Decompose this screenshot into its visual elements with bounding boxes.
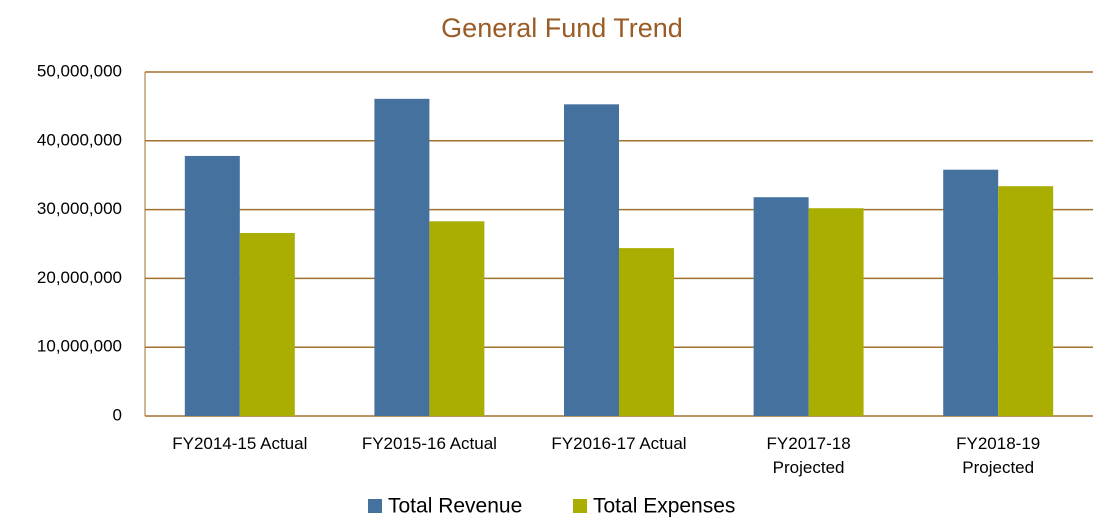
bar [619, 248, 674, 416]
bar [753, 197, 809, 416]
bar [184, 155, 240, 416]
bar [808, 208, 864, 416]
legend-swatch [368, 499, 382, 513]
bar [564, 104, 619, 416]
chart-title: General Fund Trend [441, 13, 683, 43]
bar [998, 186, 1054, 416]
y-tick-label: 0 [113, 405, 122, 424]
bar [239, 232, 295, 416]
y-tick-label: 50,000,000 [37, 61, 122, 80]
x-tick-label: FY2017-18 Projected [766, 434, 851, 477]
y-tick-label: 30,000,000 [37, 199, 122, 218]
bar [429, 221, 485, 416]
x-tick-label: FY2018-19 Projected [956, 434, 1041, 477]
x-tick-label: FY2016-17 Actual [551, 434, 687, 453]
legend-label: Total Revenue [388, 495, 522, 518]
y-tick-label: 40,000,000 [37, 130, 122, 149]
legend-label: Total Expenses [593, 495, 735, 518]
x-tick-label: FY2015-16 Actual [361, 434, 497, 453]
bar [943, 169, 999, 416]
legend-swatch [573, 499, 587, 513]
y-tick-label: 10,000,000 [37, 337, 122, 356]
bar [374, 98, 430, 416]
y-tick-label: 20,000,000 [37, 268, 122, 287]
x-tick-label: FY2014-15 Actual [172, 434, 308, 453]
